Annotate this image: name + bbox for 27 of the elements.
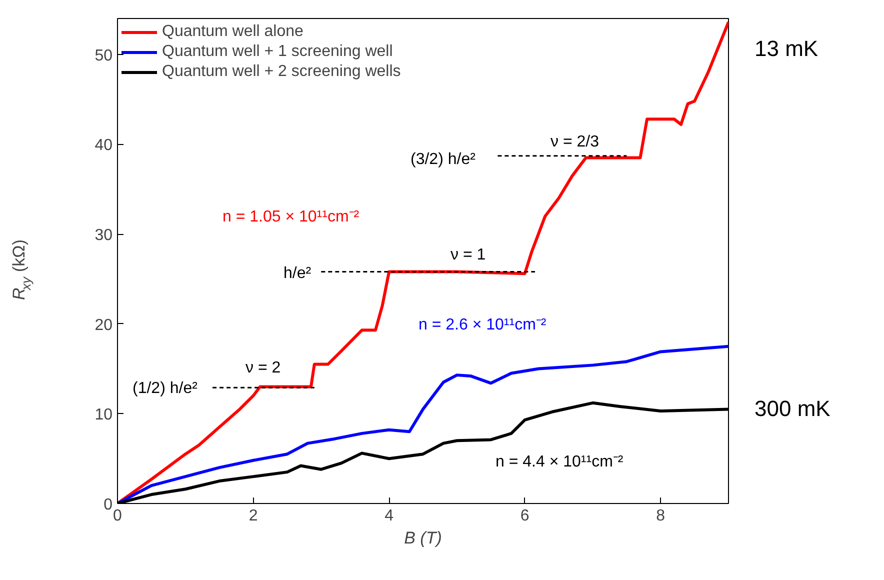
y-tick-label: 50 bbox=[94, 47, 113, 64]
x-tick-label: 2 bbox=[248, 508, 258, 524]
y-axis-title: Rxy (kΩ) bbox=[10, 239, 34, 300]
text: 13 mK bbox=[754, 36, 818, 61]
x-tick-label: 6 bbox=[520, 508, 530, 524]
legend-label: Quantum well + 1 screening well bbox=[162, 43, 393, 61]
text: 300 mK bbox=[754, 396, 831, 421]
annotation: h/e² bbox=[284, 265, 312, 282]
x-tick-label: 4 bbox=[384, 508, 394, 524]
y-tick-label: 30 bbox=[94, 227, 113, 244]
legend-label: Quantum well + 2 screening wells bbox=[162, 63, 401, 81]
annotation: ν = 2/3 bbox=[550, 134, 600, 150]
x-tick-label: 8 bbox=[656, 508, 666, 524]
annotation: ν = 2 bbox=[246, 360, 281, 376]
annotation: (1/2) h/e² bbox=[132, 380, 198, 397]
y-tick-label: 0 bbox=[104, 496, 113, 514]
y-tick-label: 20 bbox=[94, 316, 113, 334]
annotation: ν = 1 bbox=[450, 246, 486, 264]
y-tick-label: 10 bbox=[94, 406, 113, 424]
legend-label: Quantum well alone bbox=[162, 23, 304, 41]
annotation: (3/2) h/e² bbox=[410, 151, 476, 168]
x-axis-title: B (T) bbox=[404, 528, 442, 548]
line-series bbox=[118, 20, 728, 504]
y-tick-label: 40 bbox=[94, 137, 113, 154]
annotation: n = 1.05 × 10¹¹cm⁻² bbox=[222, 208, 360, 226]
annotation: n = 4.4 × 10¹¹cm⁻² bbox=[496, 454, 624, 470]
annotation: n = 2.6 × 10¹¹cm⁻² bbox=[418, 316, 547, 334]
